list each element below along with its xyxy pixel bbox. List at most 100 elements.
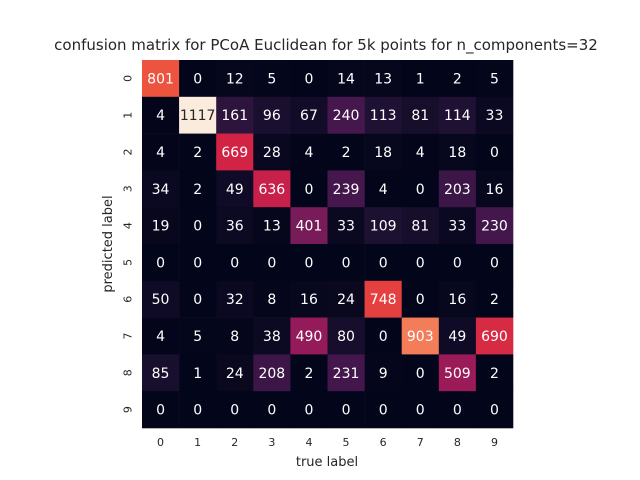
cell-value-label: 0	[416, 366, 425, 382]
heatmap-cell	[290, 170, 328, 208]
heatmap-cell	[290, 280, 328, 318]
heatmap-cell	[327, 280, 365, 318]
heatmap-cell	[401, 317, 440, 355]
heatmap-cell	[438, 354, 477, 392]
x-tick-label: 4	[305, 436, 312, 449]
heatmap-cell	[401, 244, 440, 282]
heatmap-cell	[290, 207, 328, 245]
heatmap-cell	[179, 244, 217, 282]
cell-value-label: 0	[193, 403, 202, 419]
cell-value-label: 2	[193, 182, 202, 198]
cell-value-label: 4	[379, 182, 388, 198]
heatmap-cell	[253, 280, 291, 318]
cell-value-label: 2	[193, 145, 202, 161]
heatmap-cell	[327, 96, 365, 134]
heatmap-cell	[179, 133, 217, 171]
y-tick-label: 3	[122, 185, 135, 192]
cell-value-label: 109	[370, 219, 397, 235]
heatmap-cell	[401, 207, 440, 245]
heatmap-cell	[401, 170, 440, 208]
cell-value-label: 903	[407, 329, 434, 345]
cell-value-label: 0	[304, 182, 313, 198]
cell-value-label: 1	[193, 366, 202, 382]
heatmap-cell-labels: 801 0 12 5 0 14 13 1 2 54 1117 161 96 67 240 113 81 114 33…	[147, 71, 508, 418]
cell-value-label: 114	[444, 108, 471, 124]
cell-value-label: 0	[490, 145, 499, 161]
heatmap-cell	[475, 317, 514, 355]
heatmap-cell	[142, 317, 180, 355]
heatmap-cell	[179, 96, 217, 134]
cell-value-label: 4	[156, 108, 165, 124]
heatmap-cell	[364, 170, 402, 208]
heatmap-cell	[438, 96, 477, 134]
heatmap-cell	[327, 391, 365, 429]
x-tick-label: 9	[491, 436, 498, 449]
cell-value-label: 33	[448, 219, 466, 235]
x-tick-labels: 0 1 2 3 4 5 6 7 8 9	[157, 436, 498, 449]
heatmap-cell	[216, 280, 254, 318]
cell-value-label: 81	[411, 108, 429, 124]
heatmap-cell	[364, 317, 402, 355]
heatmap-cell	[401, 133, 440, 171]
heatmap-cell	[475, 207, 514, 245]
cell-value-label: 16	[448, 292, 466, 308]
cell-value-label: 0	[304, 255, 313, 271]
cell-value-label: 2	[304, 366, 313, 382]
cell-value-label: 669	[221, 145, 248, 161]
heatmap-cell	[327, 60, 365, 98]
cell-value-label: 85	[152, 366, 170, 382]
y-tick-label: 5	[122, 259, 135, 266]
heatmap-cell	[401, 354, 440, 392]
x-tick-label: 7	[417, 436, 424, 449]
cell-value-label: 0	[156, 403, 165, 419]
cell-value-label: 1	[416, 71, 425, 87]
cell-value-label: 0	[416, 292, 425, 308]
cell-value-label: 0	[342, 403, 351, 419]
heatmap-cell	[327, 133, 365, 171]
heatmap-cell	[179, 207, 217, 245]
cell-value-label: 0	[379, 329, 388, 345]
cell-value-label: 0	[416, 255, 425, 271]
y-tick-label: 6	[122, 296, 135, 303]
cell-value-label: 0	[193, 255, 202, 271]
cell-value-label: 9	[379, 366, 388, 382]
cell-value-label: 509	[444, 366, 471, 382]
heatmap-cell	[142, 280, 180, 318]
x-tick-label: 8	[454, 436, 461, 449]
heatmap-cell	[475, 244, 514, 282]
y-tick-label: 1	[122, 112, 135, 119]
heatmap-cell	[142, 244, 180, 282]
heatmap-cell	[142, 354, 180, 392]
heatmap-cell	[216, 317, 254, 355]
cell-value-label: 0	[342, 255, 351, 271]
cell-value-label: 16	[486, 182, 504, 198]
heatmap-cell	[253, 60, 291, 98]
heatmap-cell	[475, 96, 514, 134]
heatmap-cell	[179, 354, 217, 392]
heatmap-cell	[327, 170, 365, 208]
cell-value-label: 490	[296, 329, 323, 345]
cell-value-label: 34	[152, 182, 170, 198]
heatmap-cell	[216, 244, 254, 282]
heatmap-cell	[327, 354, 365, 392]
x-tick-label: 6	[380, 436, 387, 449]
cell-value-label: 96	[263, 108, 281, 124]
heatmap-cell	[216, 170, 254, 208]
heatmap-cell	[179, 170, 217, 208]
cell-value-label: 0	[416, 403, 425, 419]
cell-value-label: 80	[337, 329, 355, 345]
cell-value-label: 0	[193, 219, 202, 235]
heatmap-cell	[290, 96, 328, 134]
heatmap-cell	[179, 280, 217, 318]
cell-value-label: 0	[416, 182, 425, 198]
cell-value-label: 8	[267, 292, 276, 308]
cell-value-label: 2	[490, 292, 499, 308]
cell-value-label: 8	[230, 329, 239, 345]
cell-value-label: 13	[263, 219, 281, 235]
heatmap-cell	[142, 133, 180, 171]
x-tick-label: 2	[231, 436, 238, 449]
y-tick-label: 4	[122, 222, 135, 229]
cell-value-label: 4	[156, 145, 165, 161]
heatmap-cell	[216, 391, 254, 429]
heatmap-cell	[216, 207, 254, 245]
